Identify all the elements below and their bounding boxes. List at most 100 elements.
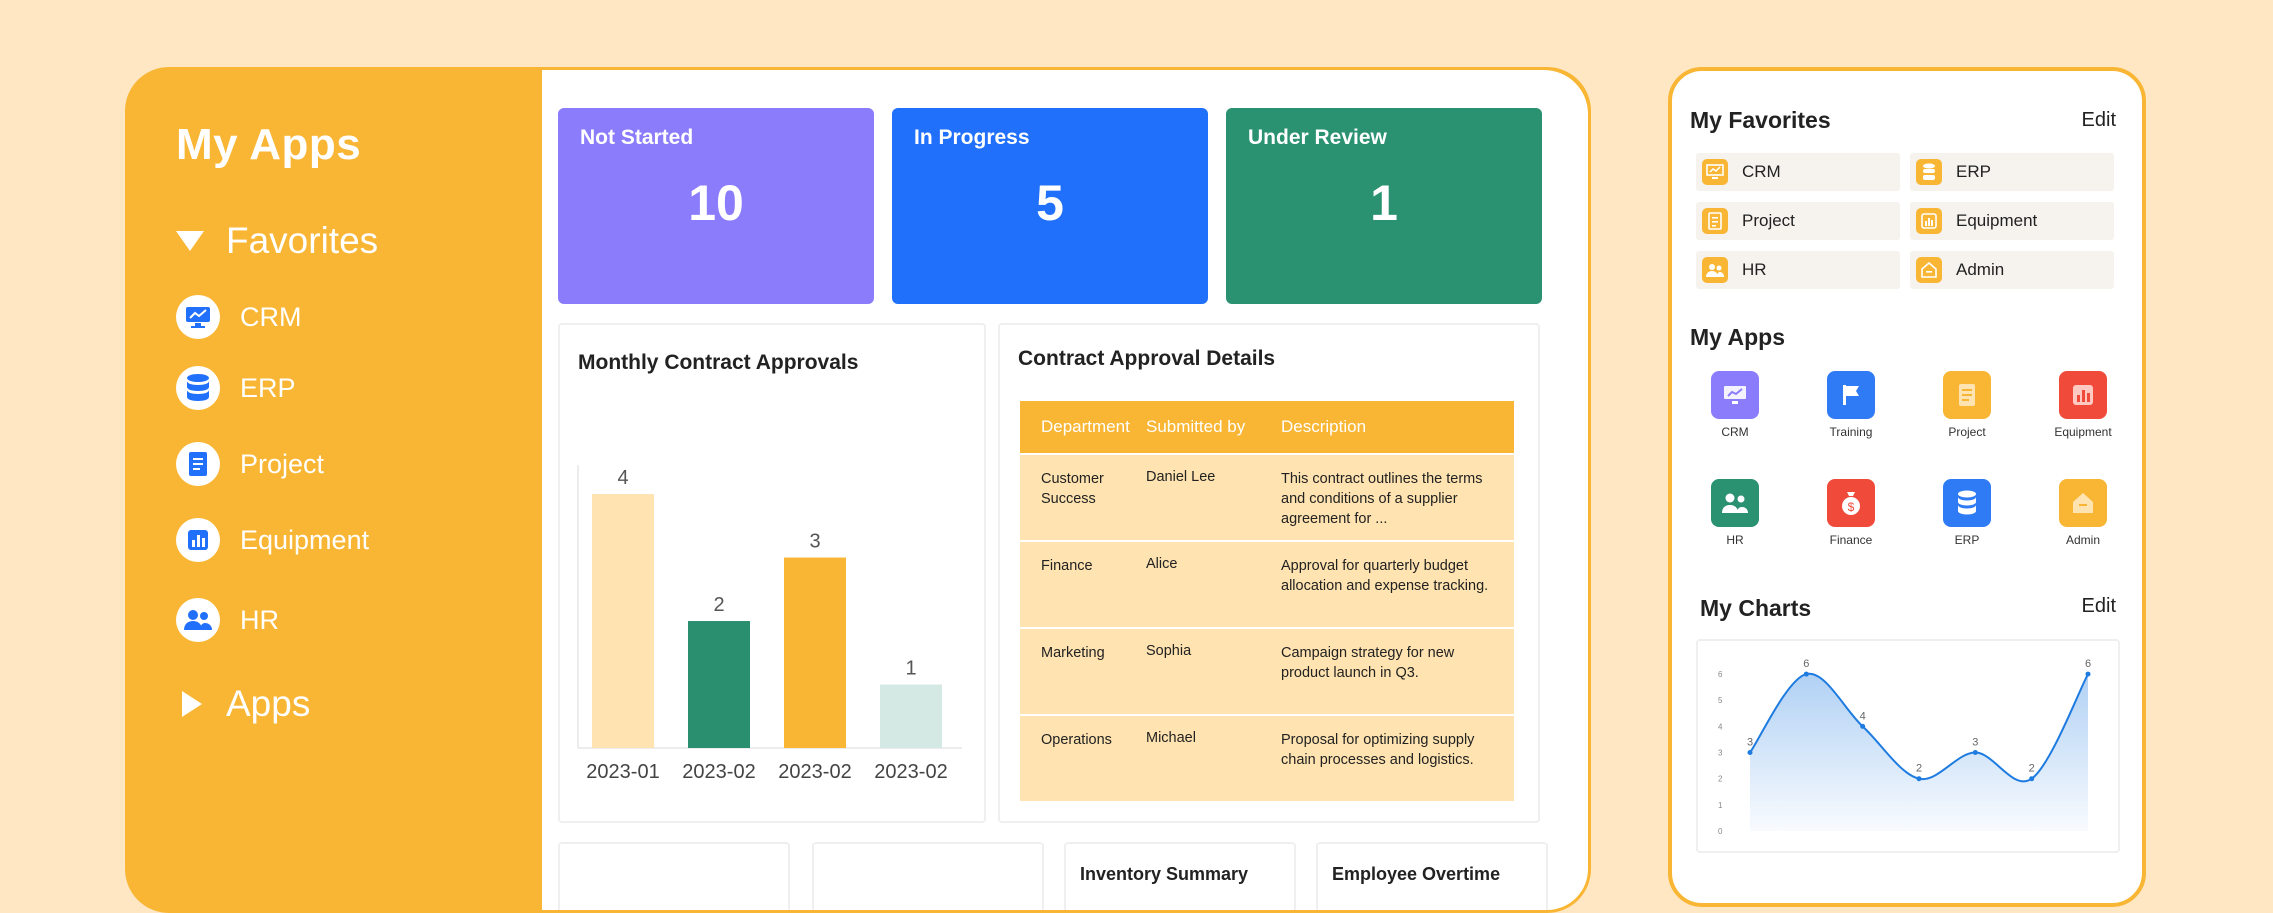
sidebar-item-erp[interactable]: ERP [176,366,296,410]
bottom-panel: Inventory Summary [1064,842,1296,910]
bar[interactable] [784,557,846,748]
data-point[interactable] [1916,776,1922,782]
cell-department: Marketing [1041,645,1105,661]
favorites-title: My Favorites [1690,107,1831,133]
app-tile-erp[interactable]: ERP [1922,479,2012,547]
column-header: Submitted by [1146,417,1246,436]
app-label: Training [1829,425,1873,439]
data-point[interactable] [2085,671,2091,677]
bar[interactable] [880,684,942,748]
data-label: 4 [1860,710,1866,722]
y-tick-label: 4 [1718,722,1723,731]
y-tick-label: 1 [1718,801,1723,810]
data-point[interactable] [2029,776,2035,782]
sidebar: My Apps Favorites CRM ERP Project [128,70,542,910]
data-label: 3 [1747,737,1753,749]
data-label: 4 [617,467,628,489]
favorite-item-erp[interactable]: ERP [1910,153,2114,191]
bottom-panel: Employee Overtime [1316,842,1548,910]
bar[interactable] [688,621,750,748]
document-icon [1702,208,1728,234]
favorite-label: CRM [1742,162,1781,181]
app-tile-crm[interactable]: CRM [1690,371,1780,439]
sidebar-item-project[interactable]: Project [176,442,324,486]
app-tile-project[interactable]: Project [1922,371,2012,439]
data-point[interactable] [1860,723,1866,729]
table-row[interactable]: Marketing Sophia Campaign strategy for n… [1020,627,1514,714]
charts-edit-button[interactable]: Edit [2081,595,2116,617]
app-tile-training[interactable]: Training [1806,371,1896,439]
favorite-item-crm[interactable]: CRM [1696,153,1900,191]
bar-chart-icon [1916,208,1942,234]
sidebar-item-label: Equipment [240,524,370,555]
data-point[interactable] [1972,750,1978,756]
favorites-group-label: Favorites [226,220,379,261]
data-label: 3 [809,531,820,553]
svg-text:$: $ [1848,500,1855,514]
favorite-item-admin[interactable]: Admin [1910,251,2114,289]
house-icon [1916,257,1942,283]
favorite-label: HR [1742,260,1767,279]
table-row[interactable]: Customer Success Daniel Lee This contrac… [1020,453,1514,540]
app-tile-finance[interactable]: $ Finance [1806,479,1896,547]
table-row[interactable]: Finance Alice Approval for quarterly bud… [1020,540,1514,627]
status-card-value: 1 [1370,175,1398,231]
data-point[interactable] [1747,750,1753,756]
cell-description: Approval for quarterly budget allocation… [1281,558,1489,594]
status-card-label: Under Review [1248,126,1387,149]
sidebar-item-equipment[interactable]: Equipment [176,518,369,562]
bar-chart: 4 2023-01 2 2023-02 3 2023-02 1 2023-02 [577,465,962,783]
sidebar-item-hr[interactable]: HR [176,598,279,642]
bar[interactable] [592,494,654,748]
y-tick-label: 6 [1718,670,1723,679]
status-card-not-started[interactable]: Not Started 10 [558,108,874,304]
database-icon [1943,479,1991,527]
data-label: 6 [1803,658,1809,670]
cell-submitted-by: Daniel Lee [1146,469,1216,485]
data-point[interactable] [1803,671,1809,677]
favorite-item-equipment[interactable]: Equipment [1910,202,2114,240]
favorite-item-project[interactable]: Project [1696,202,1900,240]
document-icon [1943,371,1991,419]
column-header: Description [1281,417,1367,436]
app-tile-hr[interactable]: HR [1690,479,1780,547]
sidebar-title: My Apps [176,120,362,169]
apps-group-toggle[interactable]: Apps [176,683,310,725]
favorite-item-hr[interactable]: HR [1696,251,1900,289]
app-label: ERP [1954,533,1980,547]
monthly-approvals-panel: Monthly Contract Approvals 4 2023-01 2 2023… [558,323,986,823]
favorite-label: Project [1742,211,1795,230]
cell-description: Campaign strategy for new product launch… [1281,645,1455,681]
favorites-edit-button[interactable]: Edit [2081,109,2116,131]
y-tick-label: 3 [1718,749,1723,758]
sidebar-item-label: CRM [240,301,302,332]
cell-submitted-by: Michael [1146,730,1196,746]
app-label: Admin [2065,533,2100,547]
data-label: 3 [1972,737,1978,749]
app-label: Project [1948,425,1986,439]
table-row[interactable]: Operations Michael Proposal for optimizi… [1020,714,1514,801]
favorites-group-toggle[interactable]: Favorites [176,220,378,262]
bar-chart-icon [176,518,220,562]
caret-right-icon [182,691,202,717]
y-tick-label: 0 [1718,827,1723,836]
caret-down-icon [176,231,204,251]
database-icon [176,366,220,410]
cell-department: Finance [1041,558,1093,574]
mini-chart-card[interactable]: 0 1 2 3 4 5 6 3 6 4 2 3 2 6 [1696,639,2120,853]
status-card-under-review[interactable]: Under Review 1 [1226,108,1542,304]
app-tile-admin[interactable]: Admin [2038,479,2128,547]
users-icon [1702,257,1728,283]
desktop-window: My Apps Favorites CRM ERP Project [125,67,1591,913]
document-icon [176,442,220,486]
x-tick-label: 2023-02 [874,761,947,783]
status-card-in-progress[interactable]: In Progress 5 [892,108,1208,304]
charts-title: My Charts [1700,595,1812,621]
app-label: Finance [1829,533,1873,547]
app-tile-equipment[interactable]: Equipment [2038,371,2128,439]
data-label: 2 [2029,763,2035,775]
panel-title: Monthly Contract Approvals [578,351,859,374]
apps-group-label: Apps [226,683,311,724]
x-tick-label: 2023-01 [586,761,659,783]
sidebar-item-crm[interactable]: CRM [176,295,302,339]
